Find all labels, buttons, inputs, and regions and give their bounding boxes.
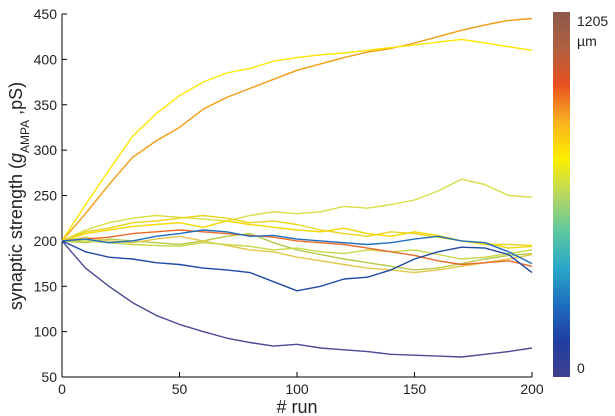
series-line [61,229,533,265]
y-tick-label: 100 [34,324,58,340]
x-axis-ticks: 0 50 100 150 200 [58,372,544,397]
y-tick-label: 400 [34,51,58,67]
colorbar-min-label: 0 [577,360,585,376]
x-tick-label: 150 [403,381,427,397]
plot-axes [61,14,532,378]
x-tick-label: 200 [520,381,544,397]
x-tick-label: 0 [58,381,66,397]
series-line [61,38,533,242]
y-tick-label: 200 [34,233,58,249]
series-line [61,17,533,242]
series-line [62,240,533,260]
y-axis-title: synaptic strength (gAMPA ,pS) [6,82,32,310]
x-tick-label: 100 [285,381,309,397]
y-axis-title-symbol: g [6,153,26,163]
y-tick-label: 450 [34,6,58,22]
series-line [61,235,533,274]
colorbar [553,12,570,377]
series-line [61,240,533,292]
y-axis-title-suffix: ,pS) [6,82,26,120]
series-line [61,229,533,267]
series-line [61,178,533,242]
y-axis-ticks: 50 100 150 200 250 300 350 400 450 [34,6,67,385]
x-tick-label: 50 [172,381,188,397]
y-tick-label: 150 [34,278,58,294]
y-axis-title-prefix: synaptic strength ( [6,163,26,310]
series-lines [61,17,533,358]
y-axis-title-subscript: AMPA [18,120,32,153]
y-tick-label: 250 [34,188,58,204]
series-line [61,240,533,358]
y-tick-label: 350 [34,97,58,113]
x-axis-title: # run [276,397,317,416]
colorbar-unit-label: µm [577,33,597,49]
y-tick-label: 300 [34,142,58,158]
y-tick-label: 50 [41,369,57,385]
colorbar-max-label: 1205 [577,13,608,29]
